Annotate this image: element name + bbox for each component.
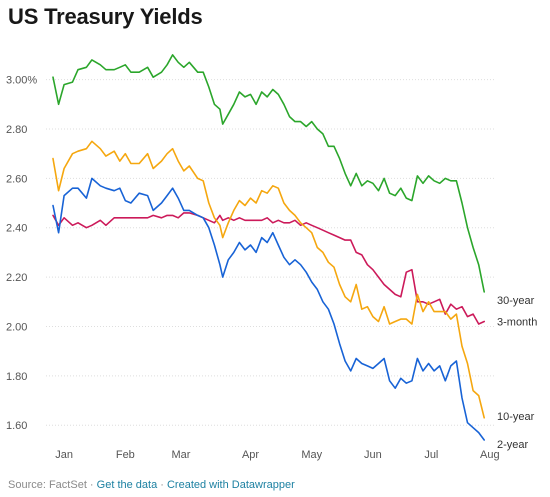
series-line-3-month <box>52 212 485 325</box>
series-lines <box>52 54 485 441</box>
y-tick-label: 2.60 <box>6 173 27 185</box>
y-tick-label: 2.80 <box>6 124 27 136</box>
series-end-label: 30-year <box>497 295 535 307</box>
series-line-10-year <box>52 140 485 419</box>
x-tick-label: Feb <box>116 449 135 461</box>
x-tick-label: Aug <box>480 449 500 461</box>
x-tick-label: May <box>301 449 322 461</box>
x-tick-label: Mar <box>171 449 190 461</box>
y-tick-label: 2.00 <box>6 321 27 333</box>
source-text: Source: FactSet <box>8 479 87 491</box>
y-tick-label: 2.20 <box>6 272 27 284</box>
y-axis-labels: 1.60 1.80 2.00 2.20 2.40 2.60 2.80 3.00% <box>6 75 37 433</box>
series-end-label: 2-year <box>497 439 529 451</box>
series-end-label: 10-year <box>497 411 535 423</box>
chart-title: US Treasury Yields <box>8 4 203 29</box>
x-axis-labels: Jan Feb Mar Apr May Jun Jul Aug <box>55 449 499 461</box>
x-tick-label: Jan <box>55 449 73 461</box>
get-data-link[interactable]: Get the data <box>96 479 158 491</box>
datawrapper-link[interactable]: Created with Datawrapper <box>166 479 295 491</box>
footer: Source: FactSet · Get the data · Created… <box>8 479 295 491</box>
series-line-2-year <box>52 177 485 441</box>
line-chart: 1.60 1.80 2.00 2.20 2.40 2.60 2.80 3.00% Jan Feb… <box>6 54 537 461</box>
x-tick-label: Jun <box>364 449 382 461</box>
y-tick-label: 1.60 <box>6 420 27 432</box>
series-line-30-year <box>52 54 485 293</box>
y-tick-label: 2.40 <box>6 223 27 235</box>
x-tick-label: Apr <box>242 449 259 461</box>
y-tick-label: 3.00% <box>6 75 37 87</box>
series-end-labels: 30-year 10-year 3-month 2-year <box>497 295 537 451</box>
series-end-label: 3-month <box>497 317 537 329</box>
x-tick-label: Jul <box>424 449 438 461</box>
y-tick-label: 1.80 <box>6 371 27 383</box>
separator: · <box>157 479 167 491</box>
separator: · <box>86 479 97 491</box>
grid-lines <box>46 79 495 426</box>
